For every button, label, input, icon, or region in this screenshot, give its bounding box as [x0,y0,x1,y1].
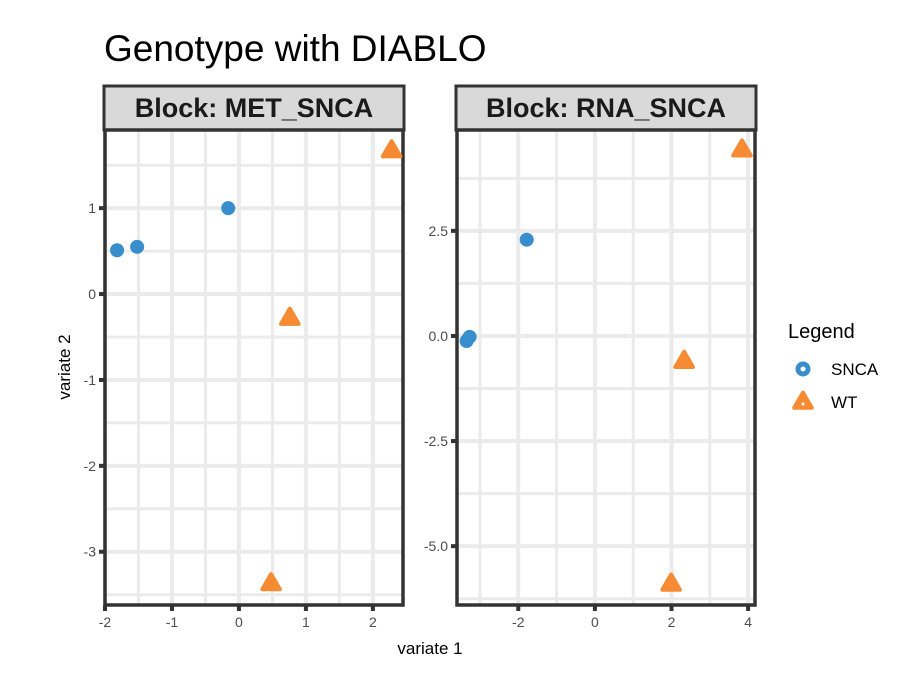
panel-border [103,128,405,607]
x-tick-label: -2 [512,614,525,630]
y-tick-label: 0.0 [429,328,449,344]
facet-strip-label: Block: RNA_SNCA [486,93,726,123]
plot-background [457,130,755,605]
y-tick-label: -2 [84,458,97,474]
data-point-snca [130,239,145,254]
data-point-snca [221,201,236,216]
plot-background [105,130,403,605]
x-axis-title: variate 1 [397,639,462,658]
legend-key-inner [800,366,806,372]
data-point-wt [660,572,682,592]
panel-2: Block: RNA_SNCA -2 0 2 4 -5.0 -2.5 0.0 2.5 [424,84,758,630]
x-tick-label: -1 [166,614,179,630]
data-point-snca [459,334,474,349]
x-tick-label: 2 [668,614,676,630]
x-tick-label: -2 [99,614,112,630]
legend-label: SNCA [831,360,879,379]
facet-strip [102,84,406,132]
panel-1: Block: MET_SNCA -2 -1 0 1 2 -3 -2 -1 0 1 [84,84,406,630]
y-tick-label: 2.5 [429,223,449,239]
legend-key-wt [792,390,814,410]
facet-strip-label: Block: MET_SNCA [135,93,374,123]
x-tick-label: 0 [235,614,243,630]
y-tick-label: -3 [84,544,97,560]
x-tick-label: 2 [369,614,377,630]
y-tick-label: -5.0 [424,538,448,554]
x-tick-label: 1 [302,614,310,630]
legend: Legend SNCA WT [788,321,879,412]
data-point-wt [279,306,301,326]
data-point-snca [519,232,534,247]
legend-title: Legend [788,321,855,343]
data-point-wt [673,349,695,369]
data-point-wt [731,138,753,158]
x-tick-label: 0 [591,614,599,630]
y-tick-label: -1 [84,372,97,388]
legend-label: WT [831,393,857,412]
panel-border [455,128,757,607]
data-point-wt [380,139,403,159]
y-tick-label: -2.5 [424,433,448,449]
y-tick-label: 0 [88,286,96,302]
data-point-snca [110,243,125,258]
legend-key-inner [801,402,805,406]
x-tick-label: 4 [744,614,752,630]
y-axis-title: variate 2 [55,334,74,399]
data-point-wt [260,572,282,592]
facet-strip [454,84,758,132]
y-tick-label: 1 [88,200,96,216]
chart-title: Genotype with DIABLO [104,28,487,69]
